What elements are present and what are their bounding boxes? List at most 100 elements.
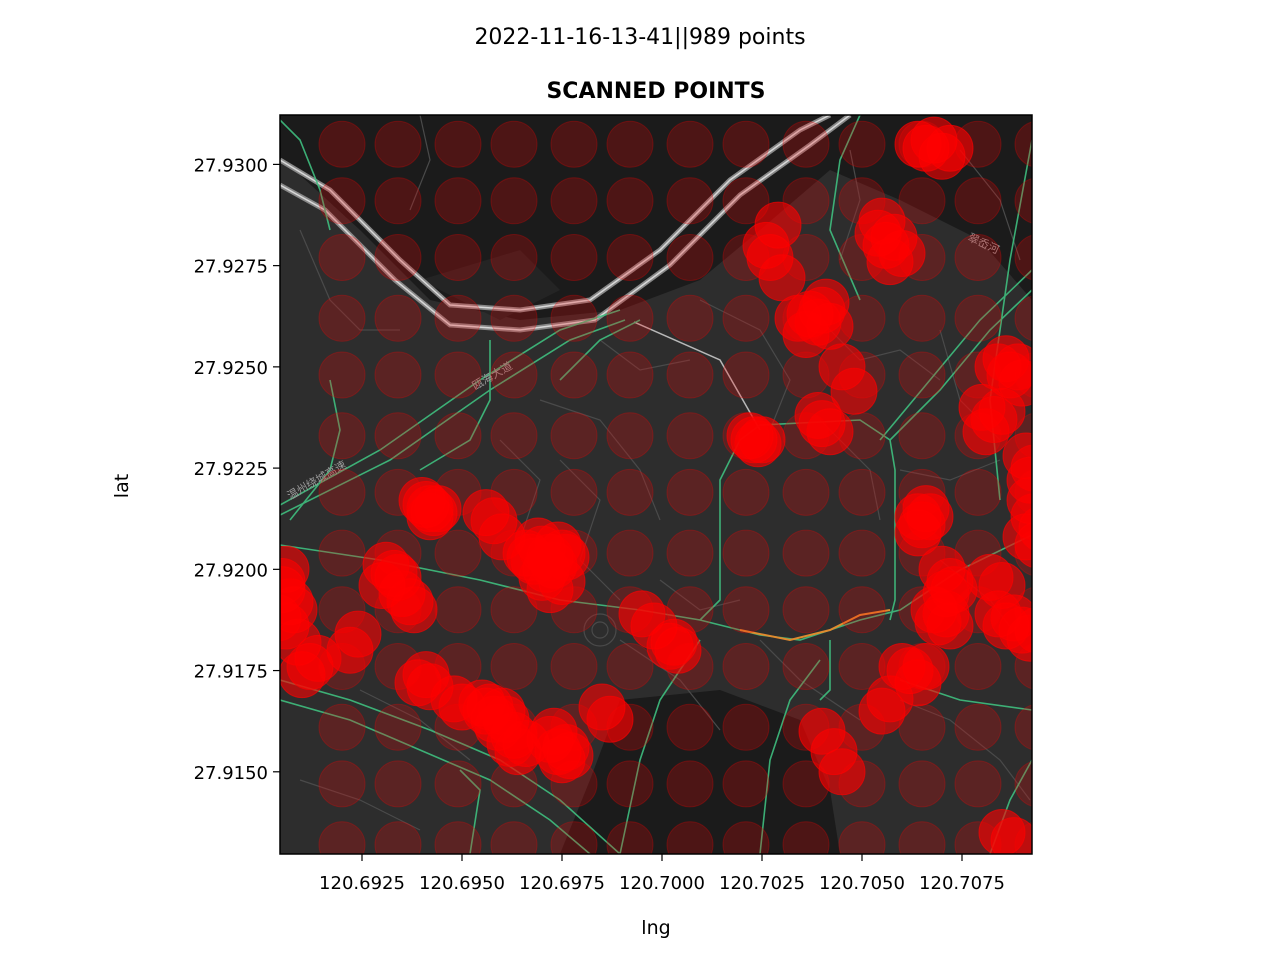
scan-point — [666, 234, 714, 281]
scan-point — [866, 238, 914, 286]
scan-point — [606, 177, 654, 225]
scan-point — [550, 412, 598, 460]
scan-point — [858, 197, 906, 245]
scan-point — [722, 760, 770, 808]
scan-point — [550, 643, 598, 690]
scan-point — [490, 177, 538, 225]
scan-point — [374, 821, 422, 854]
figure-suptitle: 2022-11-16-13-41||989 points — [474, 25, 805, 50]
scatter-layer — [280, 116, 1032, 854]
scan-point — [990, 817, 1032, 854]
x-axis: 120.6925 120.6950 120.6975 120.7000 120.7025… — [319, 854, 1005, 894]
scan-point — [606, 821, 654, 854]
scan-point — [1014, 607, 1032, 653]
scan-point — [374, 412, 422, 460]
scan-point — [794, 392, 842, 439]
map-dark-area-north — [420, 250, 560, 320]
scan-point — [318, 703, 366, 751]
scan-point — [318, 412, 366, 460]
x-tick-label: 120.6975 — [519, 873, 605, 894]
scan-point — [982, 335, 1030, 383]
scan-point — [606, 351, 654, 399]
scan-point — [954, 703, 1002, 751]
scan-point — [606, 529, 654, 577]
scan-point — [374, 120, 422, 168]
x-tick-label: 120.6925 — [319, 873, 405, 894]
scan-point — [782, 529, 830, 577]
scan-point — [606, 468, 654, 516]
scan-point — [898, 294, 946, 342]
map-main-roads — [280, 115, 1032, 854]
x-axis-label: lng — [641, 917, 670, 939]
scan-point — [406, 493, 454, 541]
y-tick-label: 27.9150 — [194, 763, 268, 784]
scan-point — [490, 120, 538, 168]
scan-point — [374, 294, 422, 342]
scan-point — [434, 412, 482, 460]
scan-point — [1014, 234, 1032, 281]
scan-point — [434, 821, 482, 854]
scan-point — [818, 748, 866, 796]
scan-point — [1014, 178, 1032, 224]
scan-point — [666, 351, 714, 399]
scan-point — [722, 468, 770, 516]
scan-point — [722, 120, 770, 168]
scan-point — [434, 760, 482, 808]
scan-point — [722, 821, 770, 854]
scan-point — [586, 695, 634, 743]
scan-point — [666, 760, 714, 808]
scan-point — [898, 760, 946, 808]
map-orange-road — [739, 609, 891, 642]
chart-title: SCANNED POINTS — [546, 79, 765, 104]
scan-point — [666, 529, 714, 577]
scan-point — [722, 294, 770, 342]
scan-point — [606, 120, 654, 168]
scan-point — [362, 541, 410, 589]
scan-point — [1014, 295, 1032, 342]
scan-point — [318, 120, 366, 168]
y-tick-label: 27.9200 — [194, 560, 268, 581]
scan-point — [390, 586, 438, 634]
scan-point — [722, 586, 770, 634]
scan-point — [318, 294, 366, 342]
scan-point — [434, 234, 482, 281]
scan-point — [666, 821, 714, 854]
scan-point — [546, 732, 594, 780]
scan-point — [646, 622, 694, 670]
scan-point — [894, 509, 942, 557]
x-tick-label: 120.7000 — [619, 873, 705, 894]
scan-point — [954, 760, 1002, 808]
scan-point — [954, 468, 1002, 516]
y-tick-label: 27.9300 — [194, 155, 268, 176]
scan-point — [898, 821, 946, 854]
scan-point — [738, 416, 786, 464]
x-tick-label: 120.7025 — [719, 873, 805, 894]
scan-point — [606, 643, 654, 690]
scan-point — [666, 468, 714, 516]
scan-point — [318, 760, 366, 808]
scan-point — [742, 221, 790, 269]
scan-point — [374, 234, 422, 281]
scan-point — [898, 412, 946, 460]
scan-point — [326, 626, 374, 674]
x-tick-label: 120.6950 — [419, 873, 505, 894]
scan-point — [318, 351, 366, 399]
scan-point — [866, 675, 914, 723]
scan-point — [374, 351, 422, 399]
scan-point — [374, 760, 422, 808]
scan-point — [838, 468, 886, 516]
scan-point — [518, 553, 566, 601]
scan-point — [782, 821, 830, 854]
x-tick-label: 120.7050 — [819, 873, 905, 894]
scan-point — [550, 821, 598, 854]
y-tick-label: 27.9175 — [194, 662, 268, 683]
scan-point — [434, 294, 482, 342]
scan-point — [550, 294, 598, 342]
scan-point — [838, 120, 886, 168]
scan-point — [782, 586, 830, 634]
scan-point — [722, 643, 770, 690]
scan-point — [490, 351, 538, 399]
scan-point — [550, 177, 598, 225]
scan-point — [550, 120, 598, 168]
scan-point — [926, 602, 974, 650]
